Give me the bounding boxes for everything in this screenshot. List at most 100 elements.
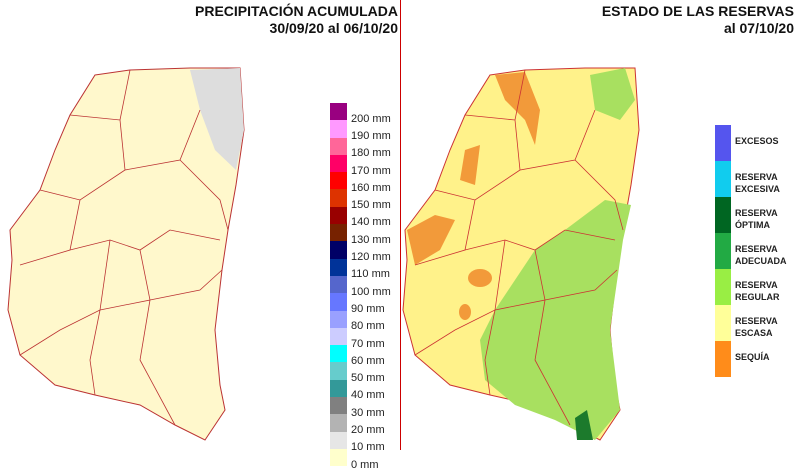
legend-swatch: [330, 362, 347, 380]
legend-item: 30 mm: [330, 397, 391, 419]
legend-label: 160 mm: [351, 181, 391, 194]
legend-swatch: [330, 431, 347, 449]
legend-item: 50 mm: [330, 362, 391, 384]
legend-label: 100 mm: [351, 285, 391, 298]
precip-map: [7, 67, 245, 441]
legend-label: 180 mm: [351, 147, 391, 160]
reserves-title: ESTADO DE LAS RESERVAS al 07/10/20: [602, 3, 794, 37]
legend-swatch: [330, 345, 347, 363]
legend-swatch: [715, 341, 731, 377]
legend-item: 200 mm: [330, 103, 391, 125]
legend-swatch: [715, 269, 731, 305]
legend-item: 60 mm: [330, 345, 391, 367]
legend-item: 80 mm: [330, 310, 391, 332]
legend-swatch: [330, 327, 347, 346]
legend-item: 90 mm: [330, 293, 391, 315]
legend-item: EXCESOS: [715, 125, 795, 161]
legend-label: 10 mm: [351, 441, 385, 454]
precip-title: PRECIPITACIÓN ACUMULADA 30/09/20 al 06/10…: [195, 3, 398, 37]
reserves-legend: EXCESOS RESERVA EXCESIVA RESERVA ÓPTIMA RES…: [715, 125, 795, 377]
legend-label: RESERVA REGULAR: [735, 280, 780, 302]
legend-label: 60 mm: [351, 354, 385, 367]
sequia-zone-w: [407, 215, 455, 265]
precip-title-text: PRECIPITACIÓN ACUMULADA: [195, 3, 398, 19]
legend-swatch: [715, 305, 731, 341]
precip-date-range: 30/09/20 al 06/10/20: [269, 20, 398, 36]
legend-item: RESERVA ÓPTIMA: [715, 197, 795, 233]
legend-label: 20 mm: [351, 424, 385, 436]
legend-swatch: [330, 310, 347, 328]
legend-item: 190 mm: [330, 120, 391, 142]
legend-swatch: [330, 448, 347, 467]
legend-label: RESERVA ÓPTIMA: [735, 208, 778, 230]
legend-item: RESERVA ADECUADA: [715, 233, 795, 269]
legend-item: 120 mm: [330, 241, 391, 263]
regular-zone-south: [480, 200, 631, 440]
legend-item: RESERVA REGULAR: [715, 269, 795, 305]
maps: [7, 67, 640, 441]
legend-swatch: [330, 120, 347, 138]
legend-swatch: [715, 125, 731, 161]
legend-label: EXCESOS: [735, 136, 779, 146]
legend-label: 190 mm: [351, 129, 391, 142]
legend-label: 170 mm: [351, 164, 391, 177]
legend-item: 20 mm: [330, 414, 391, 436]
legend-label: 0 mm: [351, 458, 379, 471]
legend-swatch: [330, 258, 347, 276]
sequia-zone-spot2: [459, 304, 471, 320]
panel-divider: [400, 0, 401, 450]
legend-item: 70 mm: [330, 327, 391, 350]
legend-swatch: [330, 241, 347, 259]
legend-item: 110 mm: [330, 258, 391, 280]
legend-label: SEQUÍA: [735, 352, 770, 362]
legend-item: 160 mm: [330, 172, 391, 194]
legend-item: SEQUÍA: [715, 341, 795, 377]
sequia-zone-c: [460, 145, 480, 185]
legend-item: RESERVA ESCASA: [715, 305, 795, 341]
legend-label: 50 mm: [351, 372, 385, 385]
optima-zone: [575, 410, 593, 440]
reserves-date: al 07/10/20: [723, 20, 794, 36]
legend-label: 110 mm: [351, 268, 390, 281]
legend-label: 30 mm: [351, 406, 385, 419]
legend-swatch: [330, 397, 347, 415]
legend-item: 170 mm: [330, 154, 391, 177]
legend-swatch: [330, 172, 347, 190]
legend-label: 120 mm: [351, 251, 391, 264]
precip-area-10-20mm: [190, 68, 244, 170]
legend-label: 130 mm: [351, 233, 391, 246]
legend-swatch: [715, 197, 731, 233]
reserves-title-text: ESTADO DE LAS RESERVAS: [601, 3, 794, 19]
legend-swatch: [330, 224, 347, 242]
legend-label: RESERVA ESCASA: [735, 316, 778, 338]
sequia-zone-spot: [468, 269, 492, 287]
legend-swatch: [330, 379, 347, 398]
legend-item: 140 mm: [330, 206, 391, 228]
legend-swatch: [330, 293, 347, 311]
legend-label: 90 mm: [351, 302, 385, 315]
legend-swatch: [330, 189, 347, 207]
legend-label: RESERVA ADECUADA: [735, 244, 787, 266]
legend-item: 40 mm: [330, 379, 391, 401]
legend-swatch: [330, 275, 347, 294]
legend-label: RESERVA EXCESIVA: [735, 172, 780, 194]
legend-swatch: [330, 206, 347, 225]
legend-label: 150 mm: [351, 199, 391, 212]
regular-zone-ne: [590, 68, 635, 120]
legend-item: 130 mm: [330, 224, 391, 246]
legend-label: 40 mm: [351, 389, 385, 402]
legend-label: 140 mm: [351, 216, 391, 229]
legend-label: 80 mm: [351, 320, 385, 333]
legend-swatch: [715, 161, 731, 197]
precip-legend: 200 mm 190 mm 180 mm 170 mm 160 mm 150 mm 140 …: [330, 103, 391, 471]
legend-label: 70 mm: [351, 337, 385, 350]
legend-swatch: [330, 414, 347, 432]
legend-swatch: [330, 103, 347, 121]
legend-swatch: [330, 137, 347, 155]
legend-swatch: [715, 233, 731, 269]
legend-item: 150 mm: [330, 189, 391, 211]
legend-swatch: [330, 154, 347, 173]
legend-item: 180 mm: [330, 137, 391, 159]
reserves-map: [402, 67, 640, 441]
legend-item: RESERVA EXCESIVA: [715, 161, 795, 197]
